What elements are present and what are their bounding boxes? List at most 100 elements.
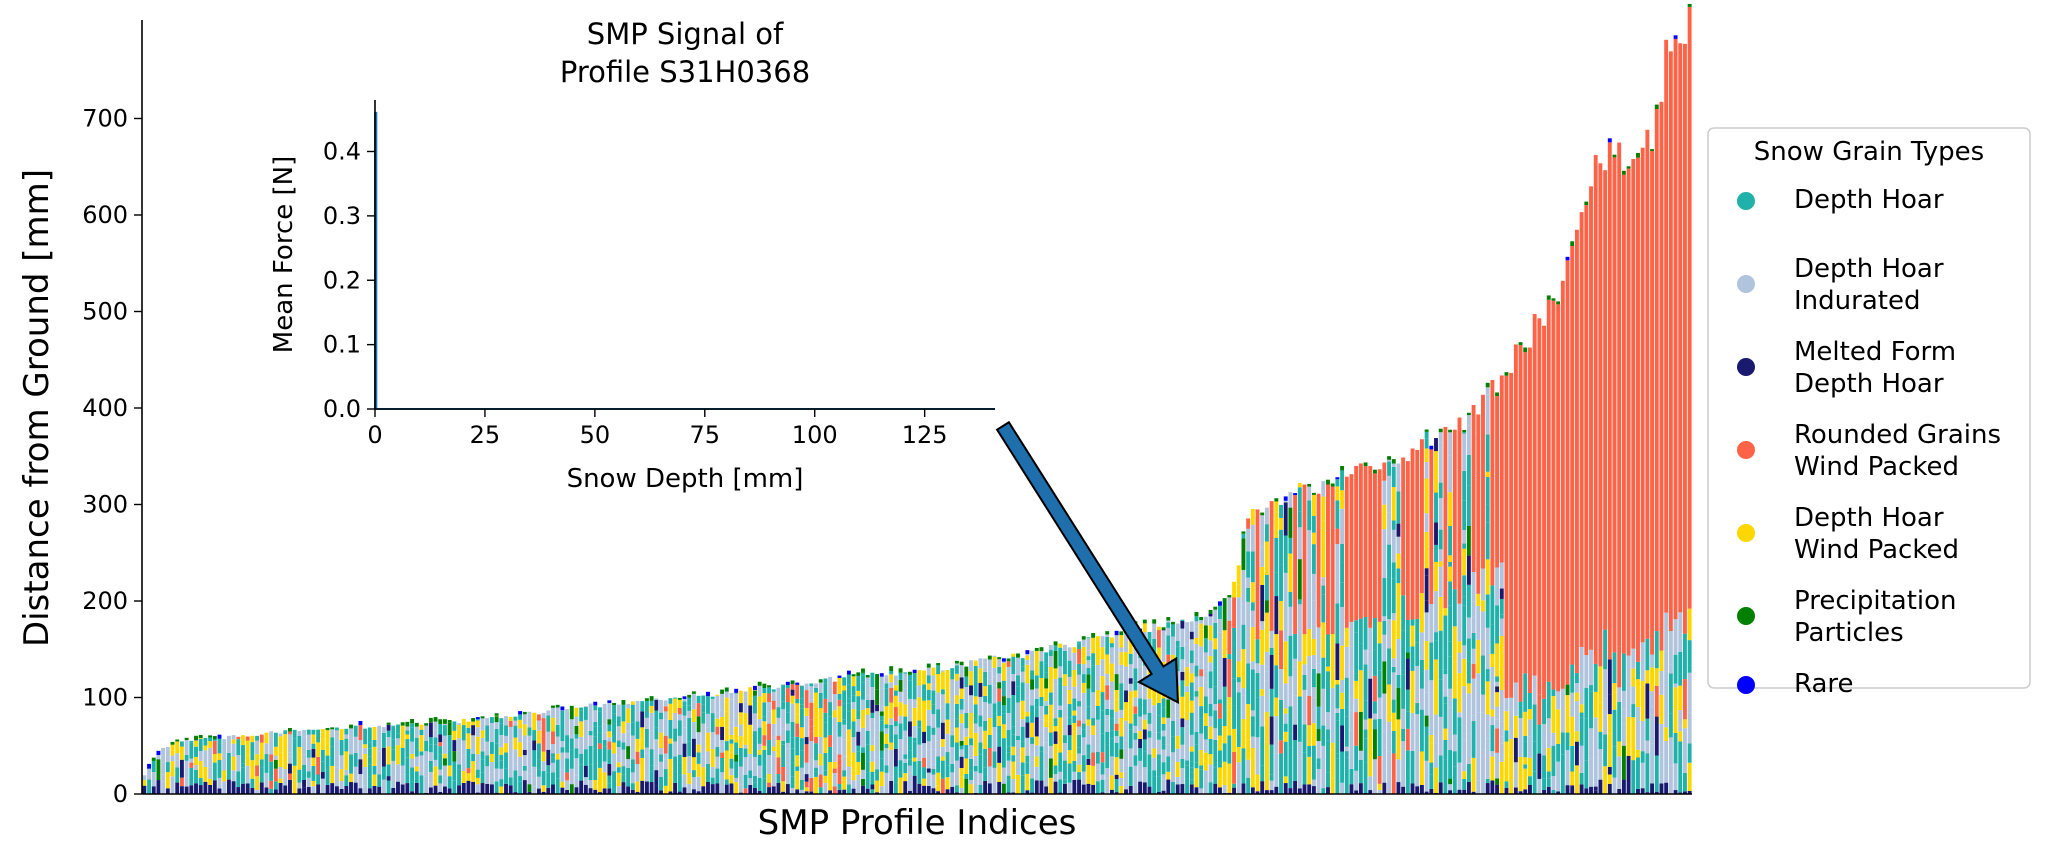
bar-segment bbox=[1513, 787, 1518, 794]
bar-segment bbox=[1194, 643, 1199, 659]
profile-bar bbox=[489, 717, 494, 794]
profile-bar bbox=[198, 735, 203, 794]
bar-segment bbox=[410, 753, 415, 759]
bar-segment bbox=[1603, 698, 1608, 735]
bar-segment bbox=[1481, 611, 1485, 630]
bar-segment bbox=[748, 778, 753, 785]
bar-segment bbox=[1105, 636, 1110, 655]
bar-segment bbox=[1119, 709, 1124, 718]
bar-segment bbox=[1058, 677, 1063, 684]
bar-segment bbox=[1152, 686, 1157, 706]
bar-segment bbox=[475, 769, 480, 778]
bar-segment bbox=[527, 791, 532, 794]
bar-segment bbox=[663, 700, 668, 707]
bar-segment bbox=[518, 781, 523, 794]
bar-segment bbox=[1452, 429, 1457, 590]
bar-segment bbox=[1443, 608, 1448, 616]
bar-segment bbox=[269, 761, 274, 781]
profile-bar bbox=[339, 729, 344, 794]
bar-segment bbox=[936, 756, 941, 773]
bar-segment bbox=[799, 785, 804, 790]
bar-segment bbox=[551, 744, 555, 754]
bar-segment bbox=[1203, 770, 1208, 780]
profile-bar bbox=[738, 690, 743, 794]
bar-segment bbox=[330, 727, 335, 730]
bar-segment bbox=[729, 752, 734, 759]
bar-segment bbox=[255, 776, 260, 790]
bar-segment bbox=[940, 778, 945, 794]
bar-segment bbox=[959, 731, 964, 741]
bar-segment bbox=[1556, 743, 1561, 762]
bar-segment bbox=[799, 708, 804, 728]
bar-segment bbox=[1185, 667, 1190, 672]
bar-segment bbox=[724, 721, 729, 728]
profile-bar bbox=[1025, 650, 1030, 794]
bar-segment bbox=[1368, 758, 1373, 777]
bar-segment bbox=[1673, 619, 1678, 655]
bar-segment bbox=[602, 788, 607, 794]
profile-bar bbox=[1683, 43, 1687, 794]
profile-bar bbox=[1612, 154, 1617, 794]
bar-segment bbox=[494, 716, 499, 723]
bar-segment bbox=[1044, 663, 1049, 673]
bar-segment bbox=[757, 714, 762, 720]
bar-segment bbox=[659, 790, 663, 794]
bar-segment bbox=[1001, 696, 1006, 706]
bar-segment bbox=[931, 667, 936, 676]
bar-segment bbox=[757, 696, 762, 715]
bar-segment bbox=[978, 726, 983, 743]
bar-segment bbox=[668, 698, 673, 704]
bar-segment bbox=[1335, 753, 1340, 759]
bar-segment bbox=[475, 720, 480, 728]
bar-segment bbox=[1626, 655, 1631, 682]
bar-segment bbox=[208, 755, 213, 768]
bar-segment bbox=[1171, 654, 1175, 660]
bar-segment bbox=[1232, 751, 1236, 784]
profile-bar bbox=[1166, 617, 1171, 794]
bar-segment bbox=[1218, 703, 1222, 719]
bar-segment bbox=[142, 780, 147, 786]
bar-segment bbox=[1452, 751, 1457, 767]
bar-segment bbox=[428, 722, 433, 738]
bar-segment bbox=[983, 748, 988, 757]
bar-segment bbox=[621, 721, 626, 734]
bar-segment bbox=[781, 781, 786, 792]
bar-segment bbox=[931, 704, 936, 715]
profile-bar bbox=[1152, 619, 1157, 794]
bar-segment bbox=[1330, 486, 1335, 635]
bar-segment bbox=[1307, 500, 1312, 531]
bar-segment bbox=[1119, 664, 1124, 670]
bar-segment bbox=[1124, 702, 1128, 710]
bar-segment bbox=[1264, 671, 1269, 681]
bar-segment bbox=[1311, 532, 1316, 545]
profile-bar bbox=[710, 696, 715, 794]
bar-segment bbox=[1537, 318, 1542, 695]
bar-segment bbox=[391, 749, 396, 761]
bar-segment bbox=[1114, 635, 1119, 641]
bar-segment bbox=[945, 719, 950, 734]
profile-bar bbox=[1208, 609, 1213, 794]
bar-segment bbox=[1067, 717, 1072, 726]
bar-segment bbox=[1199, 646, 1204, 663]
bar-segment bbox=[1213, 609, 1218, 623]
bar-segment bbox=[753, 775, 757, 783]
profile-bar bbox=[814, 683, 818, 794]
bar-segment bbox=[381, 747, 386, 767]
bar-segment bbox=[687, 773, 692, 784]
profile-bar bbox=[1621, 170, 1626, 794]
legend-title: Snow Grain Types bbox=[1754, 137, 1984, 167]
bar-segment bbox=[1109, 718, 1114, 731]
bar-segment bbox=[536, 759, 541, 770]
bar-segment bbox=[1387, 459, 1391, 462]
bar-segment bbox=[1152, 776, 1157, 794]
bar-segment bbox=[1260, 584, 1265, 622]
bar-segment bbox=[226, 735, 231, 753]
bar-segment bbox=[1194, 787, 1199, 794]
bar-segment bbox=[640, 701, 645, 712]
legend-label: Rounded Grains bbox=[1794, 420, 2001, 450]
bar-segment bbox=[846, 703, 851, 712]
bar-segment bbox=[954, 785, 959, 793]
bar-segment bbox=[443, 786, 447, 794]
bar-segment bbox=[1194, 691, 1199, 697]
bar-segment bbox=[969, 685, 973, 696]
